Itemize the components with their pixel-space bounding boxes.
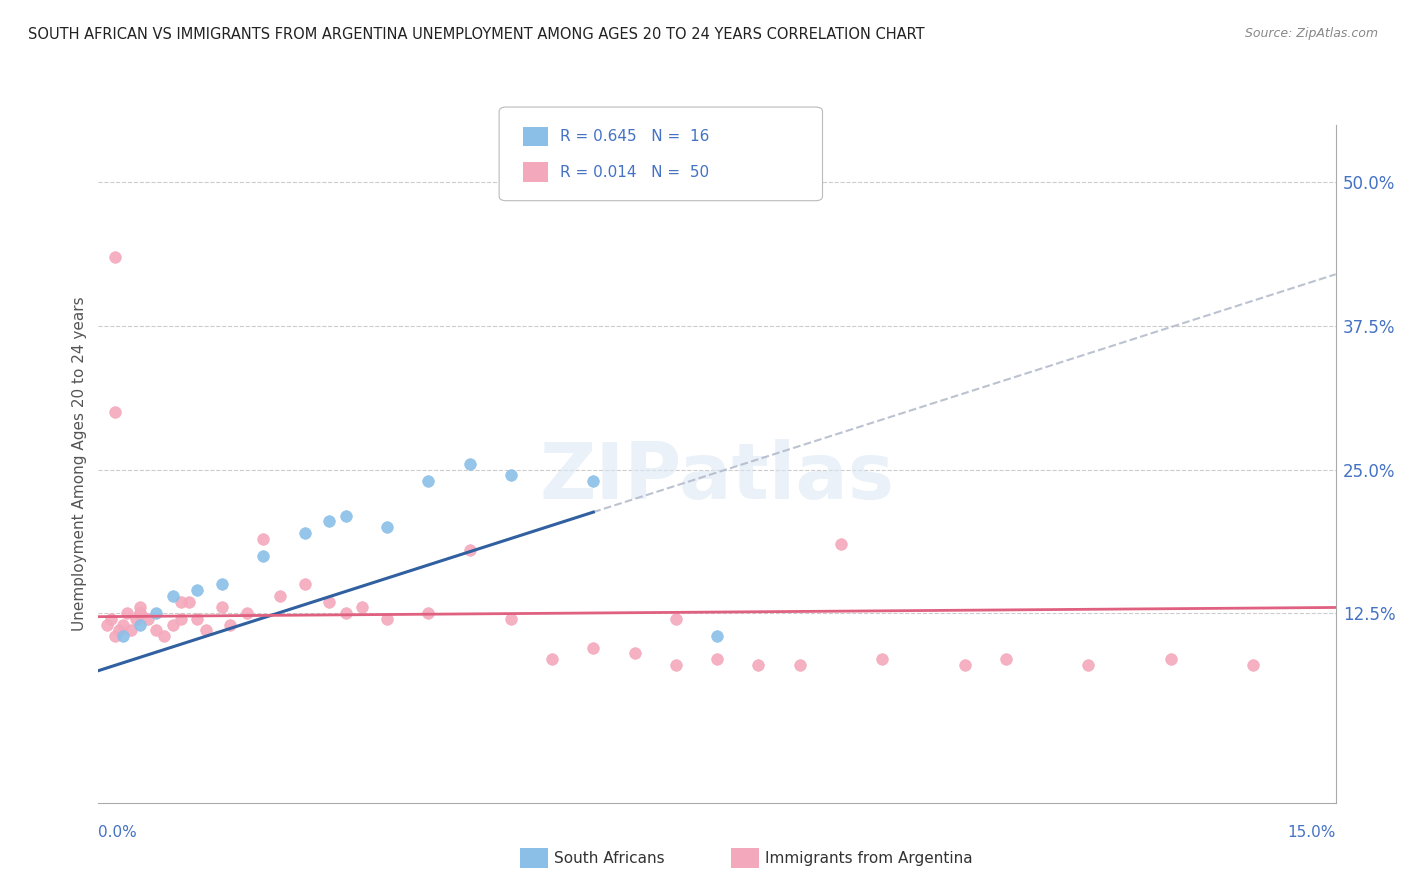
Point [418, 606, 440, 620]
Point [318, 514, 340, 528]
Point [104, 629, 127, 643]
Point [104, 405, 127, 419]
Point [418, 474, 440, 488]
Point [352, 600, 374, 615]
Point [1077, 657, 1099, 672]
Point [104, 250, 127, 264]
Point [541, 652, 564, 666]
Point [458, 457, 481, 471]
Point [136, 612, 159, 626]
Point [335, 508, 357, 523]
Point [153, 629, 176, 643]
Point [145, 624, 167, 638]
Point [194, 624, 217, 638]
Point [294, 577, 316, 591]
Point [186, 612, 208, 626]
Point [269, 589, 291, 603]
Point [117, 606, 139, 620]
Point [1160, 652, 1182, 666]
Point [128, 606, 150, 620]
Point [128, 600, 150, 615]
Point [582, 474, 605, 488]
Point [170, 612, 193, 626]
Point [458, 543, 481, 558]
Point [375, 612, 398, 626]
Point [499, 468, 522, 483]
Point [100, 612, 122, 626]
Point [706, 629, 728, 643]
Text: 0.0%: 0.0% [98, 825, 138, 840]
Point [211, 600, 233, 615]
Text: Immigrants from Argentina: Immigrants from Argentina [765, 851, 973, 865]
Y-axis label: Unemployment Among Ages 20 to 24 years: Unemployment Among Ages 20 to 24 years [72, 296, 87, 632]
Point [112, 629, 135, 643]
Point [953, 657, 976, 672]
Point [162, 589, 184, 603]
Point [870, 652, 893, 666]
Point [128, 606, 150, 620]
Point [186, 583, 208, 598]
Point [219, 617, 242, 632]
Point [211, 577, 233, 591]
Text: R = 0.014   N =  50: R = 0.014 N = 50 [560, 165, 709, 179]
Point [162, 617, 184, 632]
Point [665, 612, 688, 626]
Point [252, 532, 274, 546]
Text: ZIPatlas: ZIPatlas [540, 440, 894, 516]
Point [499, 612, 522, 626]
Point [294, 525, 316, 540]
Point [1241, 657, 1264, 672]
Text: 15.0%: 15.0% [1288, 825, 1336, 840]
Point [789, 657, 811, 672]
Point [665, 657, 688, 672]
Point [120, 624, 142, 638]
Point [96, 617, 118, 632]
Point [124, 612, 146, 626]
Point [128, 617, 150, 632]
Point [582, 640, 605, 655]
Point [623, 647, 645, 661]
Point [706, 652, 728, 666]
Point [170, 595, 193, 609]
Point [994, 652, 1017, 666]
Text: R = 0.645   N =  16: R = 0.645 N = 16 [560, 129, 709, 144]
Point [108, 624, 131, 638]
Text: South Africans: South Africans [554, 851, 665, 865]
Point [375, 520, 398, 534]
Point [179, 595, 201, 609]
Point [112, 617, 135, 632]
Point [830, 537, 852, 551]
Point [747, 657, 769, 672]
Point [318, 595, 340, 609]
Text: SOUTH AFRICAN VS IMMIGRANTS FROM ARGENTINA UNEMPLOYMENT AMONG AGES 20 TO 24 YEAR: SOUTH AFRICAN VS IMMIGRANTS FROM ARGENTI… [28, 27, 925, 42]
Point [145, 606, 167, 620]
Point [252, 549, 274, 563]
Text: Source: ZipAtlas.com: Source: ZipAtlas.com [1244, 27, 1378, 40]
Point [335, 606, 357, 620]
Point [236, 606, 259, 620]
